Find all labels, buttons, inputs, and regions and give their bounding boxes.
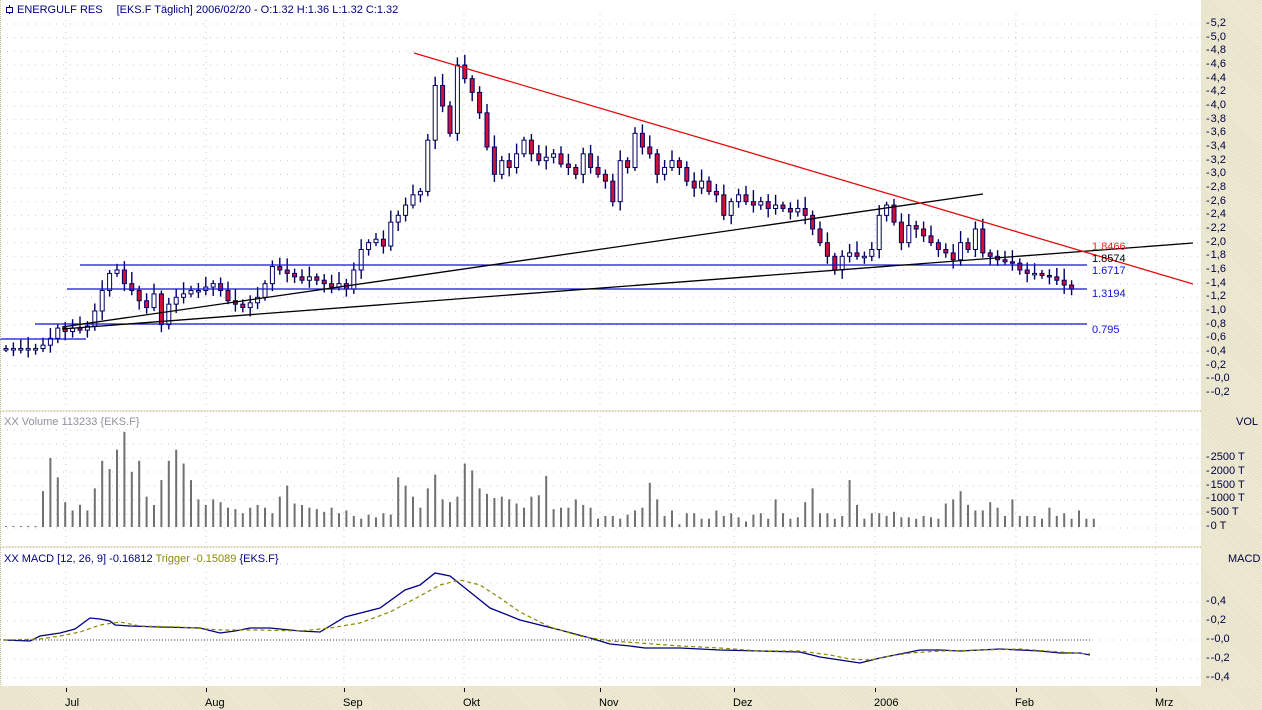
volume-tick-label: 2500 T	[1206, 452, 1245, 463]
level-label-support: 1.8574	[1092, 253, 1126, 265]
price-tick-label: 1,6	[1206, 264, 1226, 275]
price-tick-label: -0,0	[1206, 373, 1230, 384]
price-tick-label: 5,0	[1206, 31, 1226, 43]
price-tick-label: 3,2	[1206, 154, 1226, 166]
x-tick-label: Okt	[463, 697, 481, 709]
price-tick-label: 0,8	[1206, 318, 1226, 330]
chart-title: ENERGULF RES [EKS.F Täglich] 2006/02/20 -…	[6, 4, 398, 16]
macd-tick-label: -0,0	[1206, 634, 1230, 645]
x-axis-panel	[0, 686, 1262, 710]
volume-bars	[5, 431, 1095, 527]
panel-divider-price-volume[interactable]	[0, 410, 1201, 412]
macd-tick-label: 0,2	[1206, 615, 1226, 626]
x-tick	[875, 688, 876, 692]
macd-tick-label: -0,4	[1206, 672, 1230, 683]
x-tick	[344, 688, 345, 692]
price-tick-label: 0,6	[1206, 332, 1226, 343]
volume-tick-label: 1000 T	[1206, 493, 1245, 504]
x-tick	[734, 688, 735, 692]
price-tick-label: 3,6	[1206, 127, 1226, 138]
price-tick-label: 2,0	[1206, 236, 1226, 248]
price-tick-label: 2,8	[1206, 182, 1226, 193]
x-tick-label: Feb	[1015, 697, 1034, 709]
macd-tick-label: 0,4	[1206, 596, 1226, 607]
volume-unit-label: VOL	[1236, 416, 1259, 428]
price-tick-label: 4,6	[1206, 59, 1226, 70]
price-tick-label: 0,2	[1206, 359, 1226, 371]
chart-style-icon[interactable]	[6, 5, 13, 14]
x-tick-label: Mrz	[1155, 697, 1174, 709]
x-tick	[1016, 688, 1017, 692]
x-tick	[464, 688, 465, 692]
price-tick-label: -0,2	[1206, 387, 1230, 398]
x-tick	[600, 688, 601, 692]
price-tick-label: 4,2	[1206, 86, 1226, 97]
x-tick	[206, 688, 207, 692]
price-tick-label: 3,8	[1206, 113, 1226, 125]
level-label-1-6717: 1.6717	[1092, 265, 1126, 277]
candles	[3, 54, 1075, 358]
macd-tick-label: -0,2	[1206, 653, 1230, 664]
macd-line	[3, 572, 1091, 664]
x-tick-label: Jul	[65, 697, 80, 709]
price-tick-label: 1,0	[1206, 305, 1226, 316]
level-label-0-795: 0.795	[1092, 324, 1120, 336]
level-label-1-3194: 1.3194	[1092, 288, 1126, 300]
price-tick-label: 3,4	[1206, 141, 1226, 152]
price-tick-label: 2,6	[1206, 195, 1226, 207]
price-tick-label: 1,2	[1206, 291, 1226, 302]
x-tick-label: Nov	[599, 697, 619, 709]
volume-tick-label: 0 T	[1206, 521, 1227, 532]
macd-trigger-value: Trigger -0.15089	[155, 553, 237, 565]
price-tick-label: 3,0	[1206, 168, 1226, 179]
price-tick-label: 2,2	[1206, 223, 1226, 234]
x-tick-label: Sep	[343, 697, 363, 709]
price-tick-label: 5,2	[1206, 18, 1226, 29]
price-tick-label: 0,4	[1206, 346, 1226, 357]
price-tick-label: 4,8	[1206, 45, 1226, 56]
price-tick-label: 2,4	[1206, 209, 1226, 220]
macd-symbol: {EKS.F}	[239, 553, 279, 565]
macd-value: XX MACD [12, 26, 9] -0.16812	[4, 553, 153, 565]
volume-panel-title: XX Volume 113233 {EKS.F}	[4, 416, 140, 428]
price-tick-label: 1,4	[1206, 277, 1226, 289]
price-tick-label: 1,8	[1206, 250, 1226, 261]
volume-tick-label: 500 T	[1206, 507, 1239, 518]
volume-tick-label: 1500 T	[1206, 479, 1245, 491]
security-name: ENERGULF RES	[17, 4, 103, 16]
macd-unit-label: MACD	[1228, 553, 1261, 565]
price-tick-label: 4,4	[1206, 72, 1226, 84]
level-label-resistance: 1.8466	[1092, 241, 1126, 253]
x-tick	[1156, 688, 1157, 692]
x-tick-label: Aug	[205, 697, 225, 709]
x-tick-label: 2006	[874, 697, 899, 709]
x-tick	[66, 688, 67, 692]
panel-divider-volume-macd[interactable]	[0, 546, 1201, 548]
volume-tick-label: 2000 T	[1206, 465, 1245, 477]
macd-panel-title: XX MACD [12, 26, 9] -0.16812 Trigger -0.…	[4, 553, 279, 565]
ticker-info: [EKS.F Täglich] 2006/02/20 - O:1.32 H:1.…	[116, 4, 399, 16]
trigger-line	[3, 579, 1091, 661]
price-tick-label: 4,0	[1206, 100, 1226, 111]
x-tick-label: Dez	[733, 697, 753, 709]
